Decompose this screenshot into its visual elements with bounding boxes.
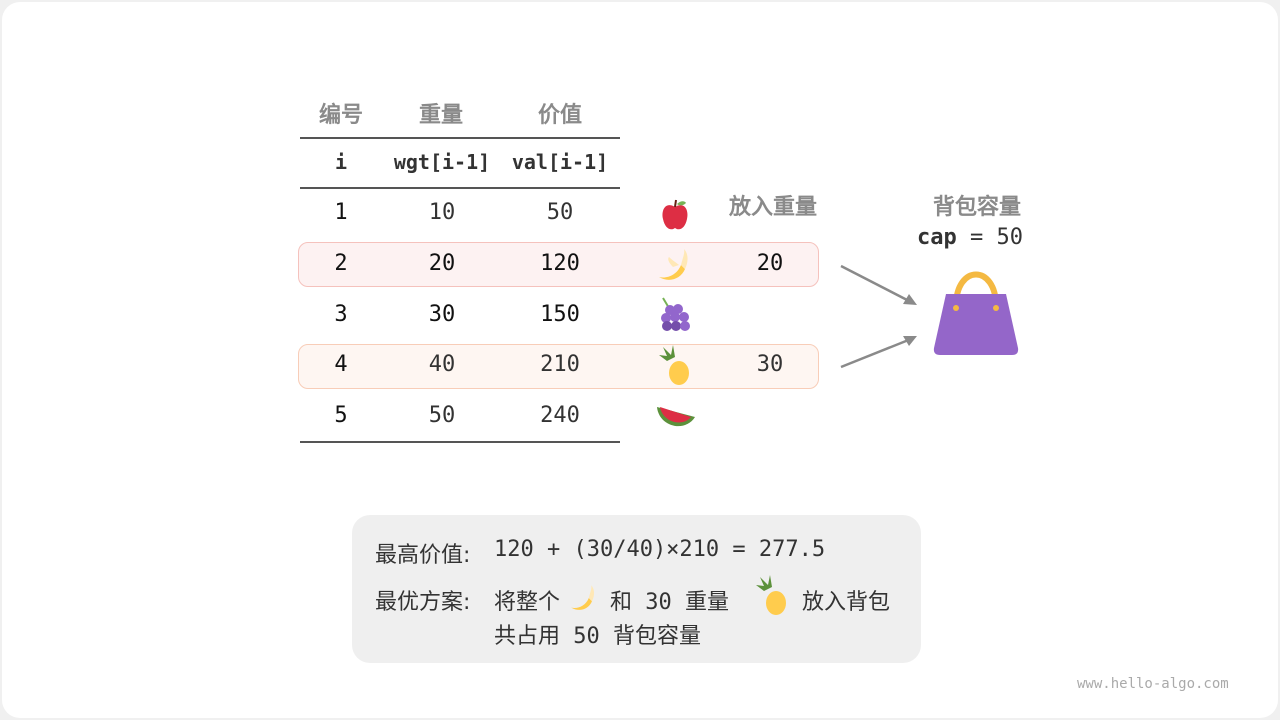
row-2-wgt: 20 [428, 251, 456, 276]
row-4-wgt: 40 [428, 352, 456, 377]
handbag-icon [933, 271, 1019, 355]
row-4-put: 30 [756, 352, 784, 377]
watermelon-icon [657, 407, 695, 427]
highlight-row-4 [298, 344, 819, 389]
row-1-i: 1 [334, 200, 348, 225]
header-put-weight: 放入重量 [728, 195, 817, 220]
pineapple-icon [659, 345, 689, 385]
header-weight: 重量 [418, 103, 463, 128]
row-2-i: 2 [334, 251, 348, 276]
row-4-i: 4 [334, 352, 348, 377]
arrows [840, 264, 917, 369]
max-value-label: 最高价值: [375, 543, 471, 568]
plan-label: 最优方案: [375, 590, 471, 615]
divider [300, 137, 620, 139]
divider [300, 187, 620, 189]
cap-value: = 50 [956, 225, 1023, 250]
row-3-i: 3 [334, 302, 348, 327]
row-4-val: 210 [540, 352, 580, 377]
row-5-i: 5 [334, 403, 348, 428]
arrow-row-2 [840, 264, 912, 304]
apple-icon [662, 199, 688, 230]
row-3-val: 150 [540, 302, 580, 327]
plan-text-c: 放入背包 [802, 590, 891, 615]
grapes-icon [661, 297, 690, 331]
highlight-row-2 [298, 242, 819, 287]
subheader-weight: wgt[i-1] [393, 150, 491, 174]
row-5-wgt: 50 [428, 403, 456, 428]
row-5-val: 240 [540, 403, 580, 428]
arrow-row-4 [840, 337, 912, 369]
bag-capacity: cap = 50 [917, 225, 1023, 250]
plan-line-2: 共占用 50 背包容量 [494, 624, 701, 649]
summary-box [352, 515, 921, 663]
max-value-formula: 120 + (30/40)×210 = 277.5 [494, 537, 826, 562]
row-2-val: 120 [540, 251, 580, 276]
header-id: 编号 [318, 103, 363, 128]
subheader-value: val[i-1] [511, 150, 609, 174]
row-1-wgt: 10 [428, 200, 456, 225]
plan-text-a: 将整个 [494, 590, 561, 615]
row-2-put: 20 [756, 251, 784, 276]
banana-icon [659, 249, 688, 280]
row-1-val: 50 [546, 200, 574, 225]
divider [300, 441, 620, 443]
subheader-id: i [334, 150, 348, 174]
header-value: 价值 [537, 103, 582, 128]
cap-label: cap [917, 225, 957, 250]
plan-text-b: 和 30 重量 [610, 590, 729, 615]
banana-icon [571, 585, 595, 610]
pineapple-icon [756, 575, 786, 615]
watermark: www.hello-algo.com [1077, 676, 1229, 692]
row-3-wgt: 30 [428, 302, 456, 327]
bag-title: 背包容量 [932, 195, 1021, 220]
